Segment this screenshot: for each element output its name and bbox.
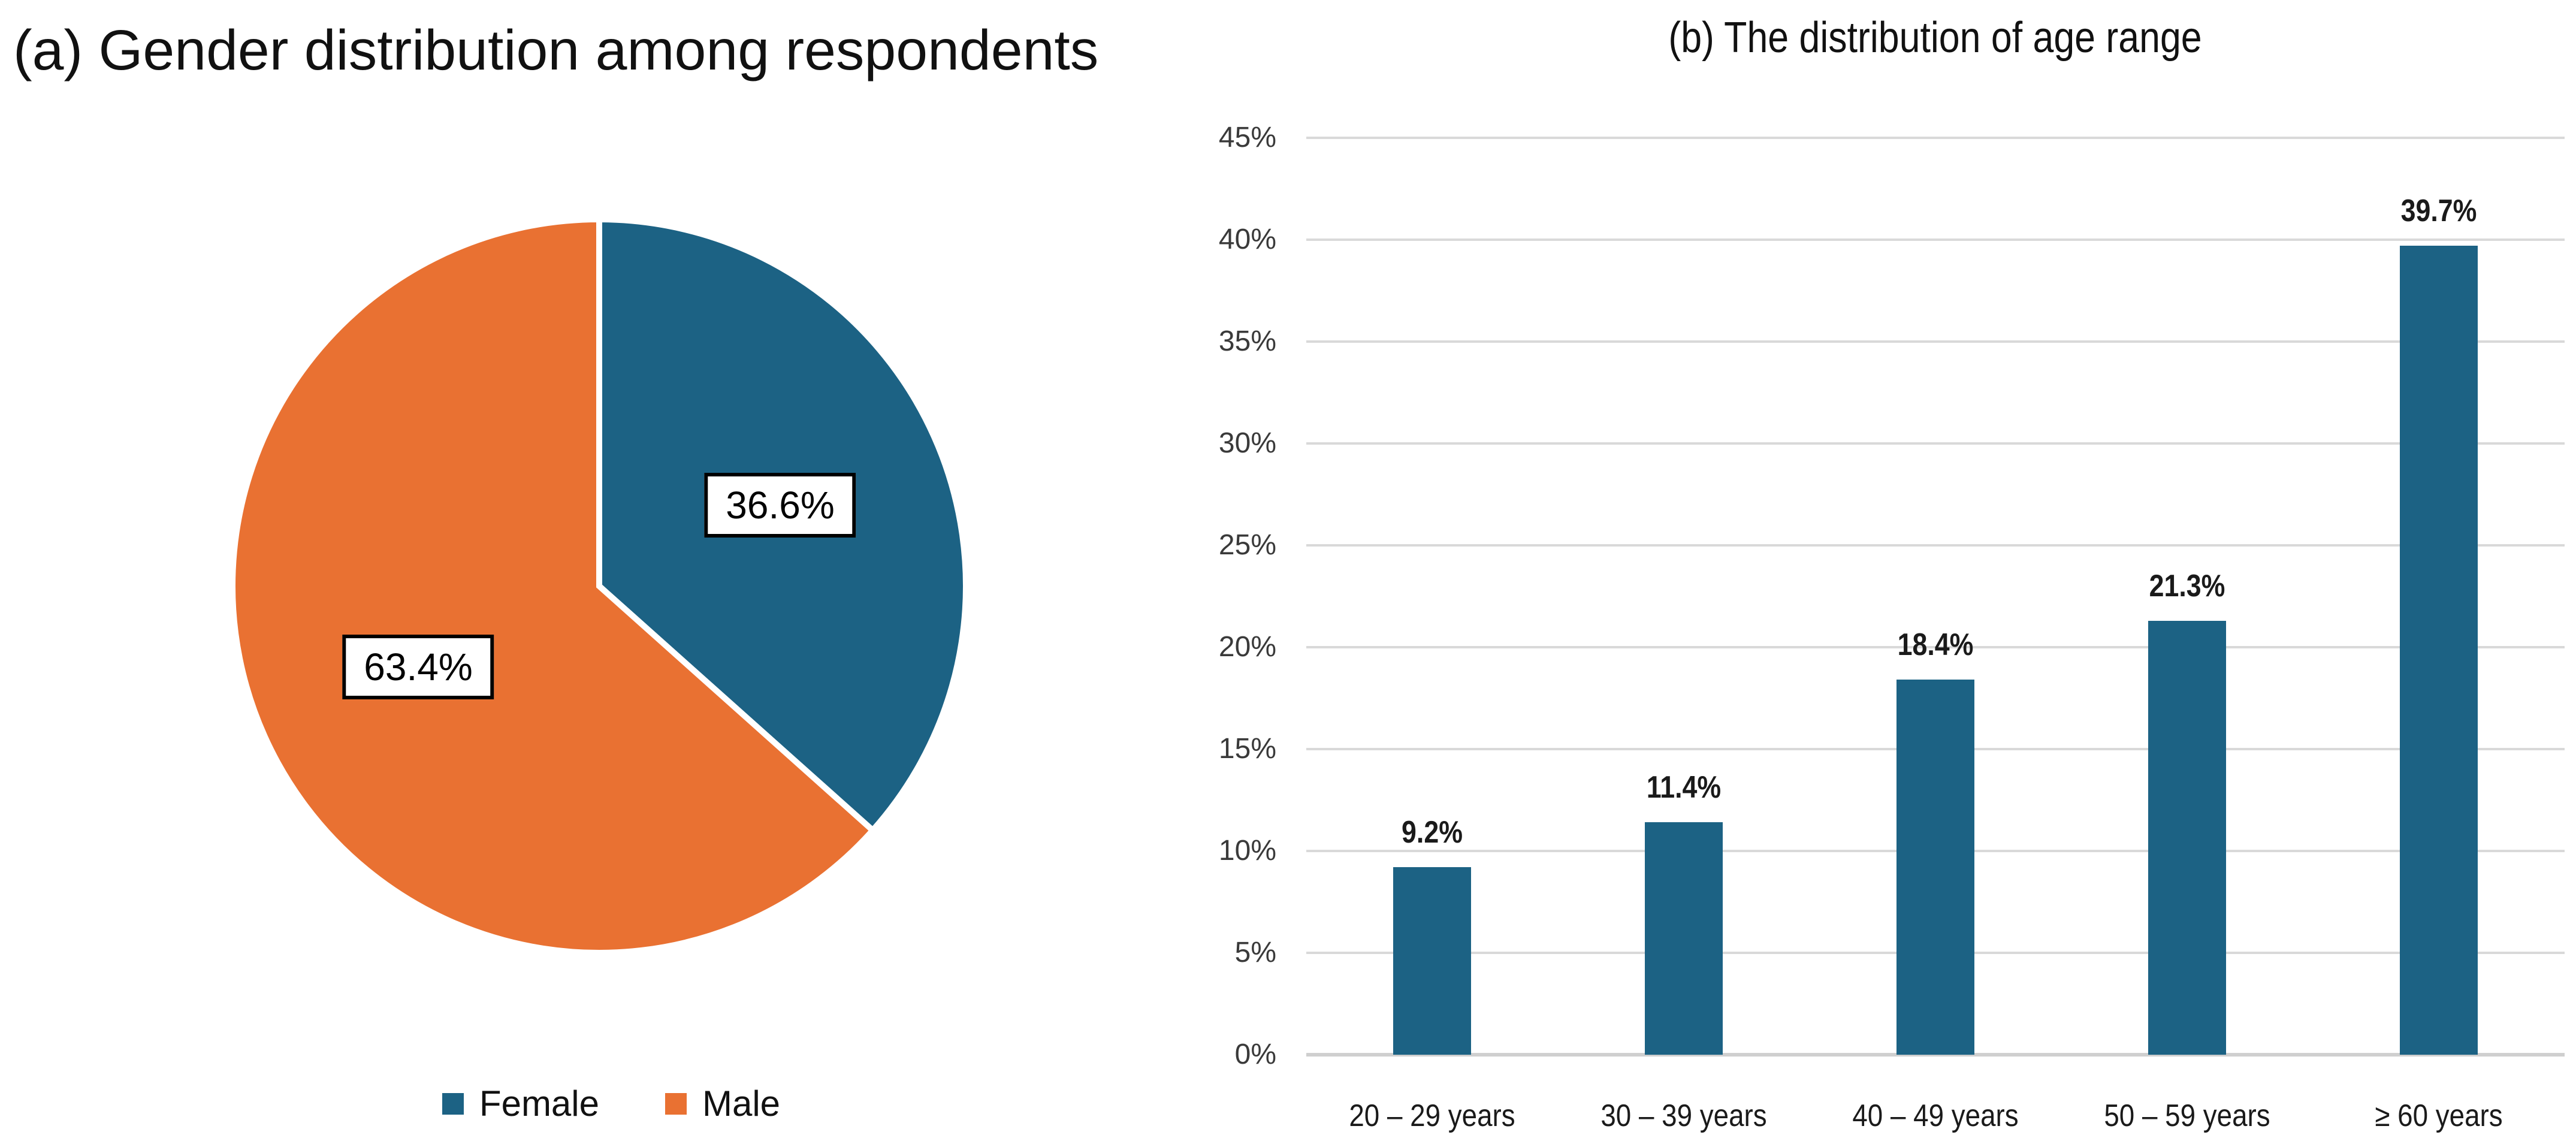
bar-50 – 59 years — [2148, 620, 2226, 1055]
pie-chart — [229, 216, 969, 956]
panel-a-title: (a) Gender distribution among respondent… — [13, 19, 1099, 82]
x-axis-label-50 – 59 years: 50 – 59 years — [2104, 1098, 2270, 1133]
pie-value-label-female: 36.6% — [704, 473, 856, 538]
bar-value-label-20 – 29 years: 9.2% — [1402, 815, 1463, 850]
gridline-40% — [1306, 239, 2565, 241]
legend-item-female: Female — [442, 1086, 599, 1122]
y-axis-tick-15%: 15% — [1218, 733, 1276, 765]
male-swatch-icon — [665, 1093, 687, 1115]
bar-value-label-≥ 60 years: 39.7% — [2400, 194, 2477, 229]
legend-label-female: Female — [479, 1083, 599, 1124]
gridline-30% — [1306, 442, 2565, 445]
pie-value-label-male: 63.4% — [342, 635, 494, 699]
pie-slice-male — [229, 216, 877, 956]
gridline-20% — [1306, 646, 2565, 648]
y-axis-tick-5%: 5% — [1234, 937, 1276, 968]
bar-value-label-30 – 39 years: 11.4% — [1646, 770, 1722, 805]
gridline-25% — [1306, 544, 2565, 547]
y-axis-tick-10%: 10% — [1218, 835, 1276, 867]
y-axis-tick-30%: 30% — [1218, 427, 1276, 459]
bar-value-label-50 – 59 years: 21.3% — [2149, 568, 2225, 603]
y-axis-tick-45%: 45% — [1218, 122, 1276, 153]
x-axis-label-≥ 60 years: ≥ 60 years — [2375, 1098, 2503, 1133]
female-swatch-icon — [442, 1093, 464, 1115]
bar-value-label-40 – 49 years: 18.4% — [1897, 627, 1974, 663]
bar-≥ 60 years — [2400, 246, 2478, 1055]
x-axis-label-40 – 49 years: 40 – 49 years — [1852, 1098, 2019, 1133]
y-axis-tick-35%: 35% — [1218, 325, 1276, 357]
legend-item-male: Male — [665, 1086, 780, 1122]
bar-40 – 49 years — [1896, 680, 1974, 1055]
bar-20 – 29 years — [1393, 867, 1471, 1055]
y-axis-tick-25%: 25% — [1218, 529, 1276, 561]
y-axis-tick-0%: 0% — [1234, 1039, 1276, 1070]
panel-b-title: (b) The distribution of age range — [1668, 14, 2202, 62]
gridline-0% — [1306, 1053, 2565, 1057]
pie-legend: Female Male — [0, 1086, 1222, 1122]
y-axis-tick-40%: 40% — [1218, 224, 1276, 255]
y-axis-tick-20%: 20% — [1218, 631, 1276, 663]
bar-30 – 39 years — [1645, 822, 1723, 1055]
x-axis-label-20 – 29 years: 20 – 29 years — [1349, 1098, 1515, 1133]
gridline-35% — [1306, 340, 2565, 343]
legend-label-male: Male — [702, 1083, 781, 1124]
gridline-45% — [1306, 137, 2565, 139]
x-axis-label-30 – 39 years: 30 – 39 years — [1600, 1098, 1767, 1133]
